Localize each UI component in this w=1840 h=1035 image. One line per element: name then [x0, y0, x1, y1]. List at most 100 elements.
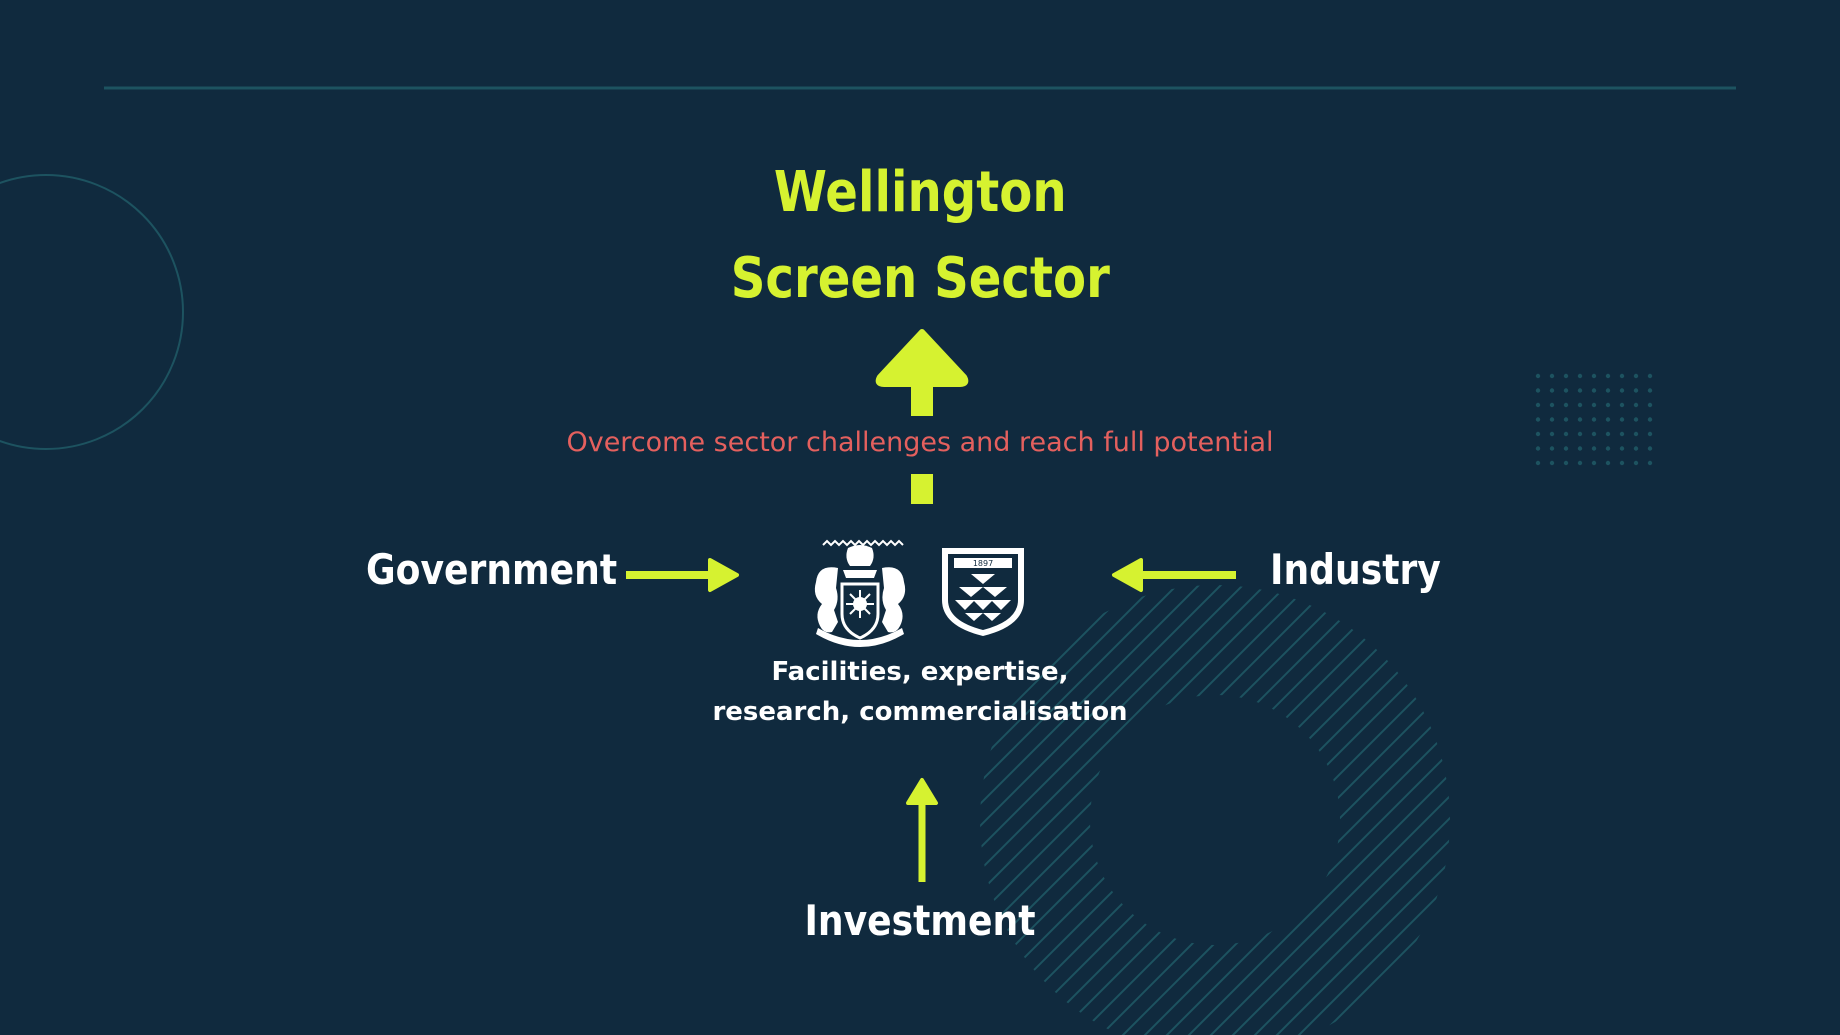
arrow-right-icon — [626, 558, 739, 592]
decor-hatch-line — [980, 585, 1179, 1035]
decor-dot — [1619, 373, 1625, 379]
decor-hatch-line — [1251, 585, 1450, 1035]
goal-text: Overcome sector challenges and reach ful… — [566, 427, 1274, 458]
arrow-up-icon — [906, 778, 938, 882]
decor-dot — [1563, 388, 1569, 393]
decor-dot — [1577, 388, 1583, 393]
decor-dot — [1591, 431, 1597, 437]
decor-dot — [1535, 460, 1541, 466]
decor-dot — [1549, 460, 1555, 466]
decor-dot — [1605, 446, 1611, 451]
decor-dot — [1591, 417, 1597, 422]
arrow-up-icon — [875, 329, 969, 504]
decor-hatch-line — [1273, 585, 1450, 1035]
decor-dot — [1647, 388, 1653, 393]
decor-dot — [1605, 417, 1611, 422]
decor-dot — [1619, 417, 1625, 422]
decor-dot — [1605, 388, 1611, 393]
decor-dot — [1535, 373, 1541, 379]
decor-dot — [1549, 373, 1555, 379]
decor-dot — [1591, 388, 1597, 393]
decor-dot — [1619, 388, 1625, 393]
decor-dot — [1633, 417, 1639, 422]
decor-hatch-line — [1207, 585, 1450, 1035]
decor-dot — [1619, 402, 1625, 408]
decor-hatch-line — [980, 585, 1311, 1035]
decor-hatch-line — [980, 585, 1245, 1035]
diagram-title: Wellington Screen Sector — [129, 150, 1711, 322]
outline-circle — [0, 174, 184, 450]
shield-crest-icon: 1897 — [942, 548, 1024, 636]
decor-dot — [1605, 460, 1611, 466]
decor-dot — [1549, 446, 1555, 451]
input-label-government: Government — [366, 545, 618, 594]
center-line-1: Facilities, expertise, — [771, 657, 1069, 687]
decor-dot — [1563, 373, 1569, 379]
decor-dot — [1563, 460, 1569, 466]
decor-dot — [1647, 417, 1653, 422]
decor-hatch-line — [1295, 585, 1450, 1035]
decor-dot — [1535, 388, 1541, 393]
crest-year: 1897 — [973, 559, 993, 568]
input-label-industry: Industry — [1270, 545, 1441, 594]
decor-dot — [1619, 431, 1625, 437]
decor-dot — [1577, 417, 1583, 422]
decor-dot — [1577, 431, 1583, 437]
center-line-2: research, commercialisation — [712, 697, 1128, 727]
decor-hatch-line — [980, 585, 1201, 1035]
decor-hatch-line — [1163, 585, 1450, 1035]
decor-hatch-line — [1229, 585, 1450, 1035]
decor-dot — [1633, 388, 1639, 393]
coat-of-arms-icon — [814, 539, 906, 647]
decor-dot — [1563, 417, 1569, 422]
decor-dot — [1549, 431, 1555, 437]
decor-hatch-line — [980, 585, 1267, 1035]
decor-dot — [1633, 402, 1639, 408]
arrow-left-icon — [1112, 558, 1236, 592]
decor-dot — [1633, 460, 1639, 466]
decor-dot — [1563, 431, 1569, 437]
decor-dot — [1633, 373, 1639, 379]
decor-dot — [1647, 373, 1653, 379]
decor-dot — [1591, 446, 1597, 451]
decor-dot — [1633, 431, 1639, 437]
decor-hatch-line — [1141, 585, 1450, 1035]
decor-dot — [1605, 431, 1611, 437]
decor-hatch-line — [980, 585, 1223, 1035]
decor-dot — [1605, 402, 1611, 408]
decor-dot — [1591, 373, 1597, 379]
decor-dot — [1591, 460, 1597, 466]
decor-dot — [1647, 402, 1653, 408]
decor-dot — [1647, 446, 1653, 451]
decor-dot — [1577, 402, 1583, 408]
decor-dot — [1647, 431, 1653, 437]
decor-dot — [1619, 446, 1625, 451]
input-label-investment: Investment — [804, 896, 1036, 945]
decor-dot — [1549, 402, 1555, 408]
decor-dot — [1549, 388, 1555, 393]
decor-dot — [1633, 446, 1639, 451]
dot-grid — [1535, 373, 1653, 466]
decor-hatch-line — [1097, 585, 1450, 1035]
title-line-2: Screen Sector — [730, 246, 1110, 311]
decor-hatch-line — [980, 585, 1333, 1035]
decor-dot — [1647, 460, 1653, 466]
decor-dot — [1535, 431, 1541, 437]
decor-dot — [1563, 402, 1569, 408]
decor-dot — [1591, 402, 1597, 408]
decor-dot — [1577, 446, 1583, 451]
decor-dot — [1535, 446, 1541, 451]
center-description: Facilities, expertise, research, commerc… — [0, 652, 1840, 732]
decor-dot — [1577, 373, 1583, 379]
decor-hatch-line — [1119, 585, 1450, 1035]
decor-dot — [1605, 373, 1611, 379]
decor-dot — [1535, 402, 1541, 408]
title-line-1: Wellington — [773, 160, 1067, 225]
decor-dot — [1549, 417, 1555, 422]
decor-dot — [1563, 446, 1569, 451]
decor-dot — [1535, 417, 1541, 422]
decor-hatch-line — [1185, 585, 1450, 1035]
decor-dot — [1619, 460, 1625, 466]
